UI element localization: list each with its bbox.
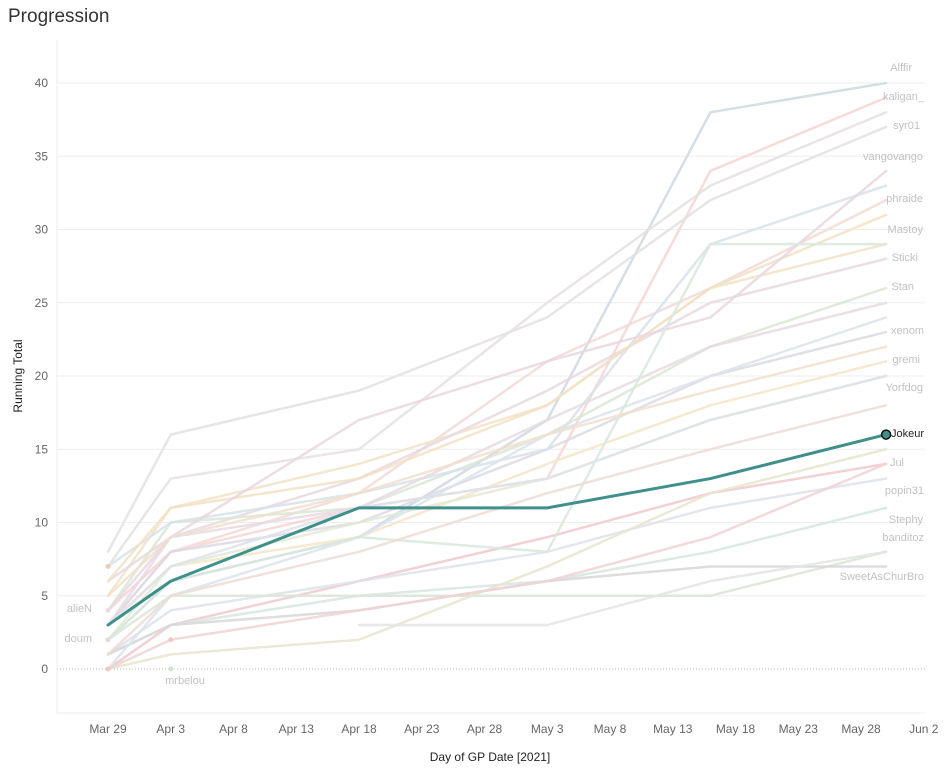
- x-tick-label: Apr 18: [341, 722, 377, 736]
- series-end-label: kaligan_: [883, 91, 925, 103]
- background-series: [105, 81, 888, 672]
- x-tick-label: Apr 3: [156, 722, 185, 736]
- series-end-label: Jokeur: [891, 428, 924, 440]
- series-end-label: syr01: [893, 120, 920, 132]
- series-line: [106, 477, 888, 656]
- series-line: [106, 125, 888, 554]
- series-end-label: SweetAsChurBro: [840, 571, 924, 583]
- series-end-label: doum: [64, 633, 92, 645]
- highlight-end-marker: [880, 429, 892, 440]
- series-line: [106, 213, 888, 583]
- series-end-label: alieN: [67, 603, 92, 615]
- x-tick-label: Mar 29: [89, 722, 127, 736]
- series-line: [106, 257, 888, 583]
- series-line: [106, 169, 888, 612]
- series-line: [106, 374, 888, 627]
- series-line: [106, 404, 888, 656]
- x-tick-label: Apr 23: [404, 722, 440, 736]
- stray-point: [105, 563, 111, 569]
- series-end-label: Stephy: [889, 514, 924, 526]
- x-tick-label: Apr 8: [219, 722, 248, 736]
- y-tick-label: 5: [41, 589, 48, 603]
- series-end-label: phraide: [886, 193, 923, 205]
- x-tick-label: Apr 13: [279, 722, 315, 736]
- y-axis-title: Running Total: [11, 339, 25, 412]
- page-title: Progression: [8, 6, 110, 27]
- x-tick-label: May 18: [716, 722, 756, 736]
- x-tick-label: May 3: [531, 722, 564, 736]
- y-axis-ticks: 0 5 10 15 20 25 30 35 40: [35, 76, 49, 676]
- series-end-label: mrbelou: [165, 675, 205, 687]
- series-end-label: vangovango: [863, 151, 923, 163]
- series-end-label: Alffir: [890, 62, 912, 74]
- series-line: [357, 550, 888, 627]
- gridlines: [56, 40, 925, 714]
- series-line: [106, 111, 888, 568]
- series-end-label: Mastoy: [888, 224, 924, 236]
- series-line: [106, 448, 888, 671]
- highlighted-series[interactable]: [106, 429, 892, 627]
- x-tick-label: Jun 2: [909, 722, 939, 736]
- x-axis-ticks: Mar 29 Apr 3 Apr 8 Apr 13 Apr 18 Apr 23 Apr 28…: [89, 722, 938, 736]
- y-tick-label: 20: [35, 369, 49, 383]
- series-line: [106, 184, 888, 568]
- y-tick-label: 35: [35, 149, 49, 163]
- y-tick-label: 0: [41, 662, 48, 676]
- x-axis-title: Day of GP Date [2021]: [430, 750, 551, 764]
- x-tick-label: May 23: [779, 722, 819, 736]
- series-line: [106, 462, 888, 671]
- stray-point: [168, 637, 174, 643]
- x-tick-label: May 28: [841, 722, 881, 736]
- x-tick-label: May 13: [653, 722, 693, 736]
- y-tick-label: 30: [35, 223, 49, 237]
- stray-point: [168, 666, 174, 672]
- series-end-label: banditoz: [882, 532, 924, 544]
- y-tick-label: 15: [35, 442, 49, 456]
- series-end-label: Stan: [891, 281, 914, 293]
- series-end-label: Sticki: [892, 252, 918, 264]
- series-line: [106, 462, 888, 671]
- series-line: [106, 433, 888, 627]
- series-line: [106, 242, 888, 641]
- series-line: [106, 345, 888, 597]
- y-tick-label: 40: [35, 76, 49, 90]
- series-end-label: Yorfdog: [885, 382, 923, 394]
- series-end-label: popin31: [885, 485, 924, 497]
- y-tick-label: 10: [35, 516, 49, 530]
- series-end-label: xenom: [891, 325, 924, 337]
- series-end-label: gremi: [892, 354, 920, 366]
- x-tick-label: Apr 28: [467, 722, 503, 736]
- series-end-label: Jul: [890, 457, 904, 469]
- y-tick-label: 25: [35, 296, 49, 310]
- series-line: [106, 316, 888, 671]
- stray-point: [105, 666, 111, 672]
- series-end-labels: Alffir kaligan_ syr01 vangovango phraide Mast…: [64, 62, 924, 687]
- x-tick-label: May 8: [594, 722, 627, 736]
